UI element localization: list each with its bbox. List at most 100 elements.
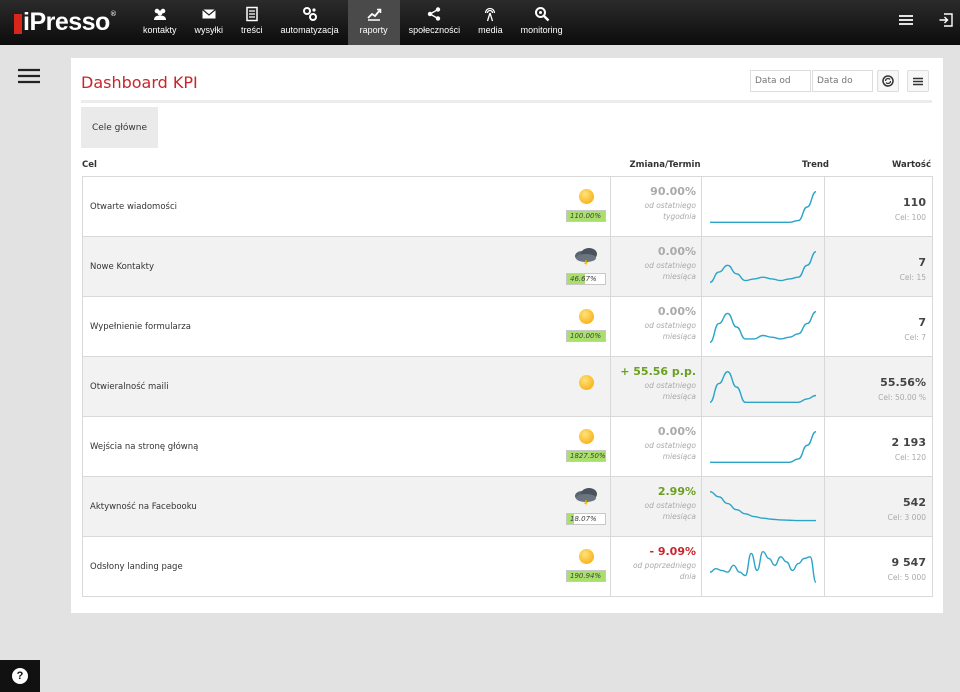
goal-value: Cel: 100 bbox=[894, 213, 926, 222]
nav-item-automatyzacja[interactable]: automatyzacja bbox=[272, 0, 348, 45]
table-row[interactable]: Wejścia na stronę główną 1827.50% 0.00% od … bbox=[83, 417, 932, 477]
value-cell: 7 Cel: 7 bbox=[825, 297, 932, 342]
storm-cloud-icon bbox=[575, 488, 597, 507]
sun-icon bbox=[578, 375, 594, 390]
change-cell: 90.00% od ostatniego tygodnia bbox=[610, 177, 702, 237]
progress-label: 18.07% bbox=[570, 515, 597, 523]
users-icon bbox=[153, 8, 166, 20]
trend-sparkline bbox=[709, 311, 817, 343]
tab-cele-glowne[interactable]: Cele główne bbox=[81, 107, 158, 148]
status-indicator: 1827.50% bbox=[566, 427, 606, 467]
change-period-line2: miesiąca bbox=[662, 272, 696, 281]
change-cell: - 9.09% od poprzedniego dnia bbox=[610, 537, 702, 596]
logout-icon[interactable] bbox=[938, 12, 954, 28]
table-row[interactable]: Odsłony landing page 190.94% - 9.09% od pop… bbox=[83, 537, 932, 596]
document-icon bbox=[246, 6, 258, 22]
date-from-input[interactable] bbox=[750, 70, 811, 92]
progress-fill bbox=[567, 274, 585, 284]
title-divider bbox=[81, 100, 932, 103]
change-period-line2: miesiąca bbox=[662, 392, 696, 401]
progress-label: 110.00% bbox=[570, 212, 602, 220]
change-value: + 55.56 p.p. bbox=[620, 365, 696, 378]
nav-label: raporty bbox=[359, 25, 388, 35]
nav-label: automatyzacja bbox=[280, 25, 339, 35]
goal-progress-badge: 46.67% bbox=[566, 273, 606, 285]
current-value: 2 193 bbox=[891, 436, 926, 449]
refresh-button[interactable] bbox=[877, 70, 899, 92]
dashboard-panel: Dashboard KPI Cele główne Cel Zmiana/Ter… bbox=[71, 58, 943, 613]
value-cell: 9 547 Cel: 5 000 bbox=[825, 537, 932, 582]
progress-label: 46.67% bbox=[570, 275, 597, 283]
current-value: 7 bbox=[918, 316, 926, 329]
progress-label: 100.00% bbox=[570, 332, 602, 340]
antenna-icon bbox=[485, 7, 496, 22]
trend-line bbox=[710, 191, 817, 223]
trend-sparkline bbox=[709, 491, 816, 522]
nav-item-monitoring[interactable]: monitoring bbox=[512, 0, 572, 45]
goal-value: Cel: 120 bbox=[894, 453, 926, 462]
change-period-line2: dnia bbox=[679, 572, 696, 581]
trend-cell bbox=[702, 417, 825, 477]
status-indicator: 46.67% bbox=[566, 247, 606, 287]
ipresso-logo[interactable]: iPresso ® bbox=[14, 6, 117, 38]
goal-value: Cel: 50.00 % bbox=[878, 393, 926, 402]
value-cell: 7 Cel: 15 bbox=[825, 237, 932, 282]
logo-text: iPresso bbox=[23, 7, 110, 36]
change-value: - 9.09% bbox=[649, 545, 696, 558]
table-row[interactable]: Wypełnienie formularza 100.00% 0.00% od ost… bbox=[83, 297, 932, 357]
nav-item-media[interactable]: media bbox=[469, 0, 512, 45]
trend-sparkline bbox=[709, 251, 817, 283]
sun-icon bbox=[578, 549, 594, 564]
change-period-line2: tygodnia bbox=[663, 212, 696, 221]
table-row[interactable]: Otwieralność maili + 55.56 p.p. od ostatni… bbox=[83, 357, 932, 417]
nav-label: społeczności bbox=[408, 25, 461, 35]
refresh-icon bbox=[882, 75, 894, 87]
column-header-trend: Trend bbox=[802, 160, 829, 170]
change-cell: 2.99% od ostatniego miesiąca bbox=[610, 477, 702, 537]
envelope-icon bbox=[201, 9, 216, 19]
nav-item-wysylki[interactable]: wysyłki bbox=[186, 0, 233, 45]
table-row[interactable]: Aktywność na Facebooku 18.07% 2.99% od osta… bbox=[83, 477, 932, 537]
goal-name: Otwieralność maili bbox=[90, 382, 169, 392]
table-row[interactable]: Otwarte wiadomości 110.00% 90.00% od ostatn… bbox=[83, 177, 932, 237]
column-header-wartosc: Wartość bbox=[891, 160, 931, 170]
goal-name: Wypełnienie formularza bbox=[90, 322, 191, 332]
goal-name: Aktywność na Facebooku bbox=[90, 502, 197, 512]
options-menu-button[interactable] bbox=[907, 70, 929, 92]
trend-line bbox=[709, 251, 817, 283]
magnifier-icon bbox=[534, 7, 550, 22]
page-title: Dashboard KPI bbox=[81, 73, 198, 92]
trend-line bbox=[709, 311, 817, 343]
sidebar-toggle-icon[interactable] bbox=[18, 68, 40, 84]
nav-item-raporty[interactable]: raporty bbox=[347, 0, 400, 45]
hamburger-menu-icon[interactable] bbox=[898, 13, 914, 27]
help-button[interactable]: ? bbox=[0, 660, 40, 692]
goal-progress-badge: 100.00% bbox=[566, 330, 606, 342]
trend-sparkline bbox=[709, 370, 817, 403]
goal-progress-badge: 18.07% bbox=[566, 513, 606, 525]
status-indicator bbox=[566, 367, 606, 407]
goal-name: Wejścia na stronę główną bbox=[90, 442, 199, 452]
trend-line bbox=[710, 431, 817, 463]
column-header-zmiana: Zmiana/Termin bbox=[629, 160, 701, 170]
goal-name: Nowe Kontakty bbox=[90, 262, 155, 272]
trend-line bbox=[709, 550, 817, 583]
chart-icon bbox=[366, 8, 381, 21]
table-row[interactable]: Nowe Kontakty 46.67% 0.00% od ostatniego mie… bbox=[83, 237, 932, 297]
column-header-cel: Cel bbox=[82, 160, 97, 170]
progress-fill bbox=[567, 514, 574, 524]
change-value: 0.00% bbox=[657, 425, 696, 438]
nav-label: treści bbox=[241, 25, 263, 35]
current-value: 110 bbox=[903, 196, 926, 209]
gears-icon bbox=[302, 7, 317, 21]
table-header: Cel Zmiana/Termin Trend Wartość bbox=[82, 160, 932, 176]
nav-item-tresci[interactable]: treści bbox=[232, 0, 272, 45]
date-to-input[interactable] bbox=[812, 70, 873, 92]
change-period-line2: miesiąca bbox=[662, 452, 696, 461]
change-value: 2.99% bbox=[657, 485, 696, 498]
trend-sparkline bbox=[710, 191, 817, 223]
goal-progress-badge: 1827.50% bbox=[566, 450, 606, 462]
change-cell: 0.00% od ostatniego miesiąca bbox=[610, 417, 702, 477]
nav-item-kontakty[interactable]: kontakty bbox=[134, 0, 186, 45]
nav-item-spolecznosci[interactable]: społeczności bbox=[400, 0, 470, 45]
